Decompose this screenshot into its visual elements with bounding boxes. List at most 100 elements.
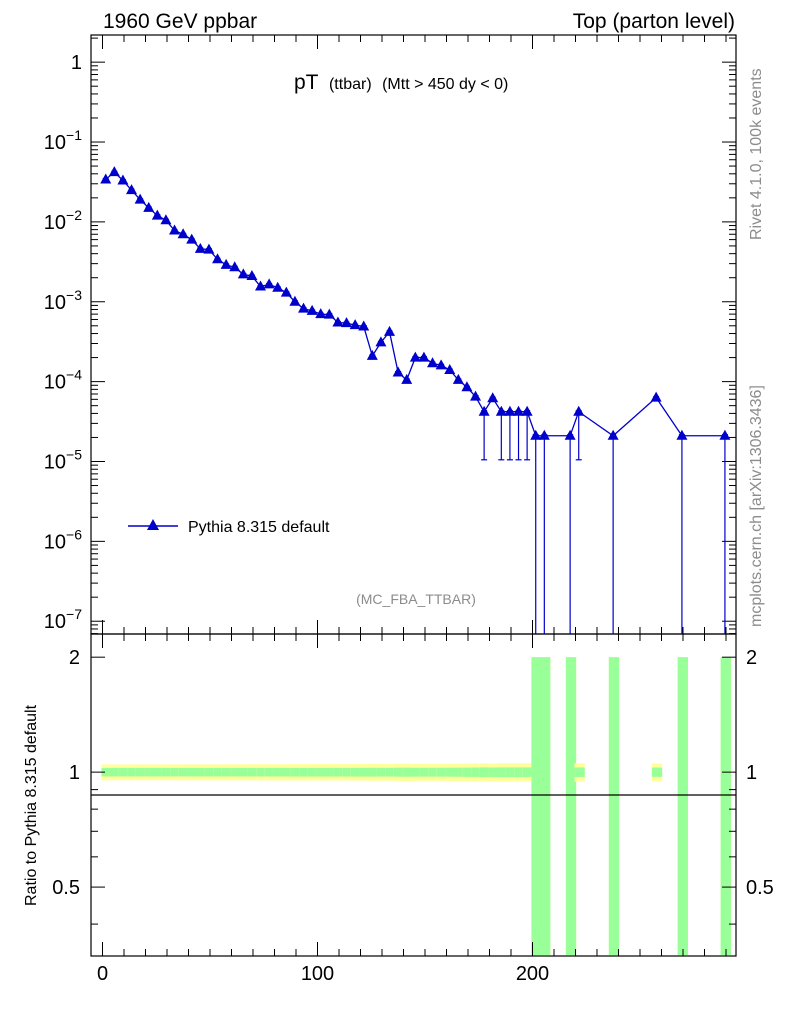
header-left-label: 1960 GeV ppbar [103,10,257,33]
legend-label: Pythia 8.315 default [188,519,330,536]
data-point-marker [461,381,473,392]
data-point-marker [177,228,189,239]
data-point-marker [349,319,361,330]
ratio-band-inner [247,767,257,777]
data-point-marker [280,286,292,297]
data-point-marker [108,166,120,177]
data-point-marker [117,174,129,185]
ratio-band-inner [101,768,111,777]
ratio-band-inner [497,767,506,777]
data-point-marker [255,280,267,291]
data-point-marker [418,351,430,362]
title-main: pT [294,71,319,94]
y-tick-label-exponent: −6 [66,526,82,542]
y-tick-label-exponent: −7 [66,606,82,622]
y-tick-label-exponent: −5 [66,446,82,462]
x-tick-label: 0 [97,963,108,985]
ratio-band-inner [522,767,532,777]
ratio-band-inner [574,767,585,777]
ratio-band-inner [462,767,472,777]
ratio-band-inner [299,767,308,777]
y-tick-label-base: 10 [44,531,66,553]
ratio-bands [101,657,731,955]
data-point-marker [676,429,688,440]
data-point-marker [452,373,464,384]
mcplots-label: mcplots.cern.ch [arXiv:1306.3436] [748,385,765,627]
ratio-band-inner [333,767,343,777]
y-tick-label-base: 10 [44,451,66,473]
ratio-tick-labels: 0.5 0.5 1 1 2 2 [52,647,774,899]
ratio-band-inner [213,767,222,777]
data-point-marker [444,363,456,374]
ratio-band-inner [135,768,145,777]
data-point-marker [384,325,396,336]
y-tick-label-base: 10 [44,372,66,394]
data-point-marker [375,336,387,347]
y-tick-label: 10−6 [44,526,82,553]
series-line [105,171,725,437]
ratio-band-inner [651,767,663,777]
data-point-marker [186,233,198,244]
data-point-marker [573,405,585,416]
data-point-marker [298,302,310,313]
ratio-band-inner [342,767,351,777]
y-tick-label-base: 10 [44,212,66,234]
ratio-tick-label-right: 2 [746,647,757,669]
y-tick-label-base: 10 [44,132,66,154]
ratio-band-inner [720,657,731,955]
analysis-tag: (MC_FBA_TTBAR) [356,591,476,607]
data-point-marker [409,351,421,362]
plot-title: pT (ttbar) (Mtt > 450 dy < 0) [294,71,508,94]
data-point-marker [607,429,619,440]
ratio-band-inner [307,767,317,777]
ratio-band-inner [290,767,300,777]
ratio-band-inner [325,767,334,777]
ratio-band-inner [127,768,136,777]
title-sub1: (ttbar) [329,76,372,93]
ratio-band-inner [608,657,620,955]
data-point-marker [530,429,542,440]
y-axis-tick-labels: 110−110−210−310−410−510−610−7 [44,52,82,633]
data-point-marker [220,258,232,269]
y-tick-label: 10−4 [44,367,82,394]
data-point-marker [143,201,155,212]
ratio-band-inner [170,767,179,777]
data-point-marker [263,278,275,289]
x-tick-label: 100 [301,963,334,985]
y-tick-label-exponent: −3 [66,287,82,303]
main-plot-frame [90,34,737,635]
data-point-marker [212,253,224,264]
data-point-marker [427,357,439,368]
ratio-band-inner [505,767,515,777]
data-point-marker [100,173,112,184]
x-axis-tick-labels: 0 100 200 [97,963,549,985]
data-point-marker [366,349,378,360]
data-point-marker [126,184,138,195]
data-point-marker [487,392,499,403]
data-point-marker [289,295,301,306]
ratio-band-inner [196,767,205,777]
ratio-band-inner [359,767,369,777]
data-point-marker [719,429,731,440]
data-point-marker [495,405,507,416]
ratio-band-inner [110,768,119,777]
ratio-band-inner [153,768,162,777]
ratio-band-inner [161,767,171,777]
ratio-band-inner [479,767,489,777]
axis-ticks [91,35,736,956]
ratio-band-inner [256,767,265,777]
ratio-tick-label-left: 0.5 [52,877,80,899]
ratio-tick-label-left: 2 [69,647,80,669]
y-tick-label: 10−3 [44,287,82,314]
ratio-band-inner [419,767,429,777]
y-tick-label: 10−2 [44,207,82,234]
ratio-band-inner [565,657,577,955]
data-point-marker [564,429,576,440]
ratio-band-inner [221,767,231,777]
y-tick-label: 10−7 [44,606,82,633]
ratio-band-inner [454,767,463,777]
data-point-marker [435,359,447,370]
ratio-band-inner [445,767,455,777]
ratio-band-inner [385,767,394,777]
